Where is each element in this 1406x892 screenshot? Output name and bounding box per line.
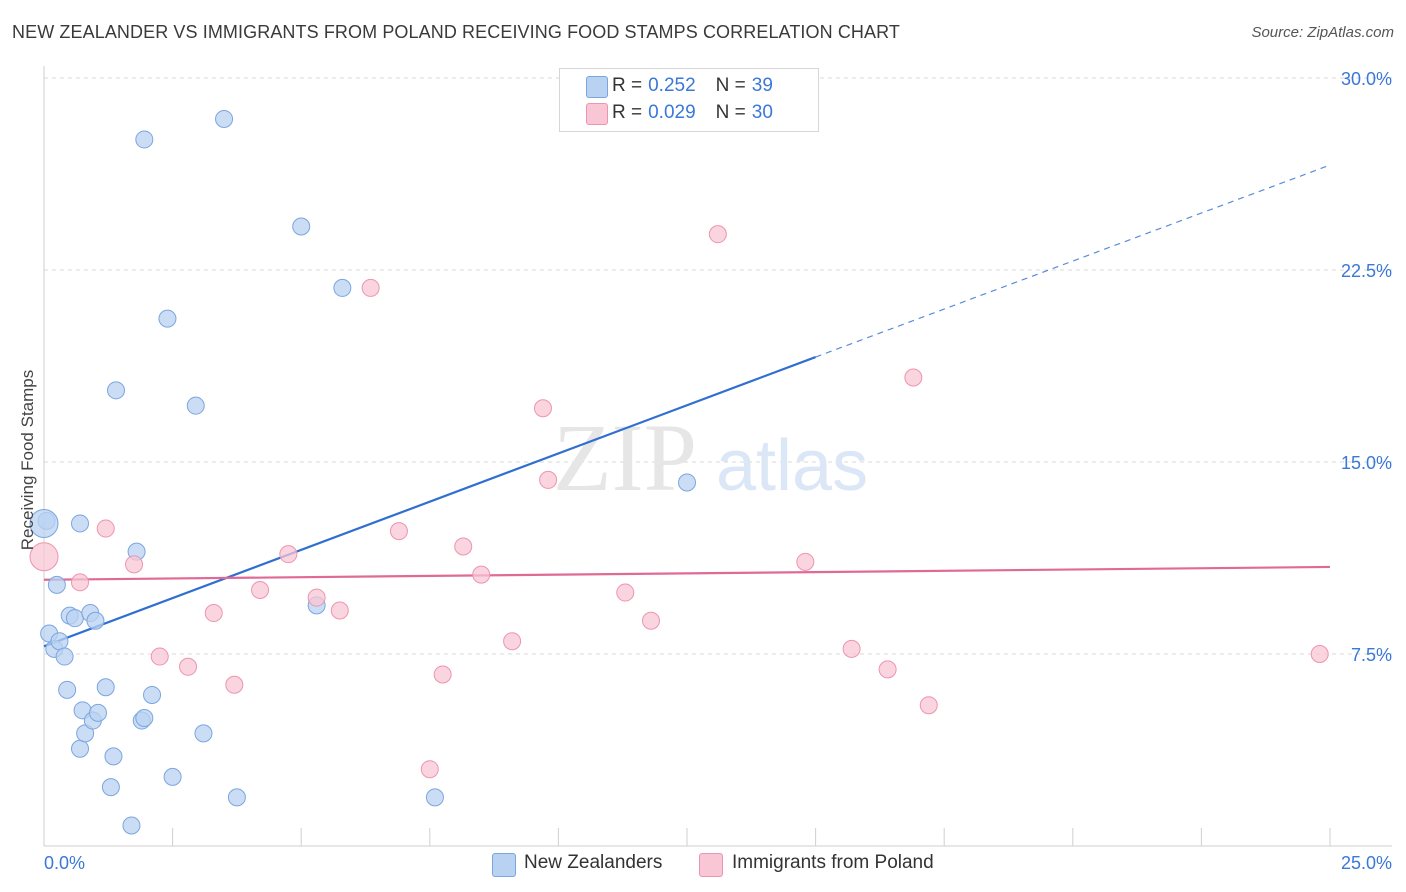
new-zealander-point — [29, 508, 59, 538]
new-zealander-point — [104, 747, 123, 766]
poland-immigrant-point — [539, 470, 558, 489]
poland-immigrant-point — [29, 542, 59, 572]
new-zealander-point — [227, 788, 246, 807]
new-zealander-point — [107, 381, 126, 400]
poland-immigrant-point — [204, 604, 223, 623]
poland-immigrant-point — [251, 581, 270, 599]
y-tick-labels: 7.5% 15.0% 22.5% 30.0% — [1341, 69, 1392, 665]
poland-immigrant-point — [641, 611, 660, 630]
poland-immigrant-point — [1310, 645, 1329, 663]
poland-immigrant-trendline — [43, 565, 1331, 581]
bottom-legend-swatch-blue — [492, 853, 516, 877]
poland-immigrant-point — [279, 545, 298, 564]
new-zealander-point — [50, 632, 69, 651]
poland-immigrant-point — [179, 657, 198, 676]
poland-immigrant-point — [361, 278, 380, 297]
new-zealander-point — [194, 724, 213, 743]
poland-immigrant-point — [330, 601, 349, 620]
poland-immigrant-point — [533, 399, 552, 418]
legend-r-value: 0.252 — [648, 75, 696, 96]
new-zealander-point — [96, 678, 115, 697]
new-zealander-point — [135, 130, 154, 149]
y-tick-label: 22.5% — [1341, 261, 1392, 281]
new-zealander-point — [89, 703, 108, 722]
y-tick-label: 15.0% — [1341, 453, 1392, 473]
legend-r-label: R = — [612, 102, 643, 123]
legend-n-label: N = — [715, 102, 746, 123]
y-tick-label: 30.0% — [1341, 69, 1392, 89]
new-zealander-point — [333, 278, 352, 297]
new-zealander-point — [143, 685, 162, 704]
new-zealander-point — [186, 396, 205, 415]
poland-immigrant-point — [71, 573, 90, 592]
x-tick-label-min: 0.0% — [44, 853, 86, 873]
new-zealander-point — [58, 680, 77, 699]
legend-r-value: 0.029 — [648, 102, 696, 123]
poland-immigrant-point — [389, 522, 408, 541]
legend-swatch-pink — [586, 103, 608, 125]
x-tick-label-max: 25.0% — [1340, 853, 1392, 873]
correlation-legend: R = 0.252 N = 39 R = 0.029 N = 30 — [559, 68, 819, 132]
poland-immigrant-point — [616, 583, 635, 602]
new-zealander-point — [215, 109, 234, 128]
poland-immigrant-point — [904, 368, 923, 387]
new-zealander-point — [163, 767, 182, 786]
legend-n-value: 30 — [751, 102, 773, 123]
new-zealander-point — [135, 709, 154, 727]
new-zealander-point — [55, 647, 74, 666]
poland-immigrant-point — [454, 537, 473, 556]
legend-swatch-blue — [586, 76, 608, 98]
new-zealander-point — [86, 611, 105, 630]
new-zealander-point — [65, 609, 84, 628]
new-zealander-point — [101, 778, 120, 797]
points-layer — [29, 109, 1329, 835]
new-zealander-point — [292, 217, 311, 236]
new-zealander-point — [71, 514, 90, 533]
bottom-legend-new-zealanders: New Zealanders — [524, 852, 663, 873]
poland-immigrant-point — [125, 555, 144, 574]
chart-title: NEW ZEALANDER VS IMMIGRANTS FROM POLAND … — [12, 22, 900, 42]
bottom-legend-swatch-pink — [699, 853, 723, 877]
new-zealander-point — [71, 739, 90, 758]
new-zealander-point — [678, 473, 696, 492]
y-tick-label: 7.5% — [1351, 645, 1392, 665]
new-zealander-point — [425, 788, 444, 807]
poland-immigrant-point — [796, 552, 815, 571]
new-zealander-point — [47, 575, 66, 594]
legend-row-new-zealanders: R = 0.252 N = 39 — [586, 74, 773, 98]
legend-r-label: R = — [612, 75, 643, 96]
new-zealander-trend-extension — [815, 164, 1331, 358]
watermark: ZIP atlas — [553, 404, 868, 511]
trend-layer — [43, 164, 1331, 648]
poland-immigrant-point — [96, 519, 115, 538]
poland-immigrant-point — [472, 565, 491, 584]
poland-immigrant-point — [420, 760, 439, 779]
legend-n-value: 39 — [751, 75, 773, 96]
legend-n-label: N = — [715, 75, 746, 96]
poland-immigrant-point — [878, 660, 897, 679]
source-label: Source: ZipAtlas.com — [1251, 24, 1394, 41]
axis-layer — [43, 66, 1392, 847]
poland-immigrant-point — [225, 675, 244, 694]
bottom-legend-immigrants-poland: Immigrants from Poland — [732, 852, 934, 873]
poland-immigrant-point — [307, 588, 326, 607]
poland-immigrant-point — [708, 225, 727, 244]
poland-immigrant-point — [433, 665, 452, 684]
poland-immigrant-point — [919, 696, 938, 715]
poland-immigrant-point — [150, 647, 169, 666]
poland-immigrant-point — [842, 639, 861, 658]
new-zealander-point — [122, 816, 141, 835]
watermark-zip: ZIP — [553, 404, 697, 511]
watermark-atlas: atlas — [716, 426, 868, 506]
new-zealander-point — [158, 309, 177, 328]
y-axis-label: Receiving Food Stamps — [18, 369, 37, 551]
new-zealander-trendline — [43, 356, 816, 648]
legend-row-immigrants-poland: R = 0.029 N = 30 — [586, 101, 773, 125]
poland-immigrant-point — [503, 632, 522, 651]
